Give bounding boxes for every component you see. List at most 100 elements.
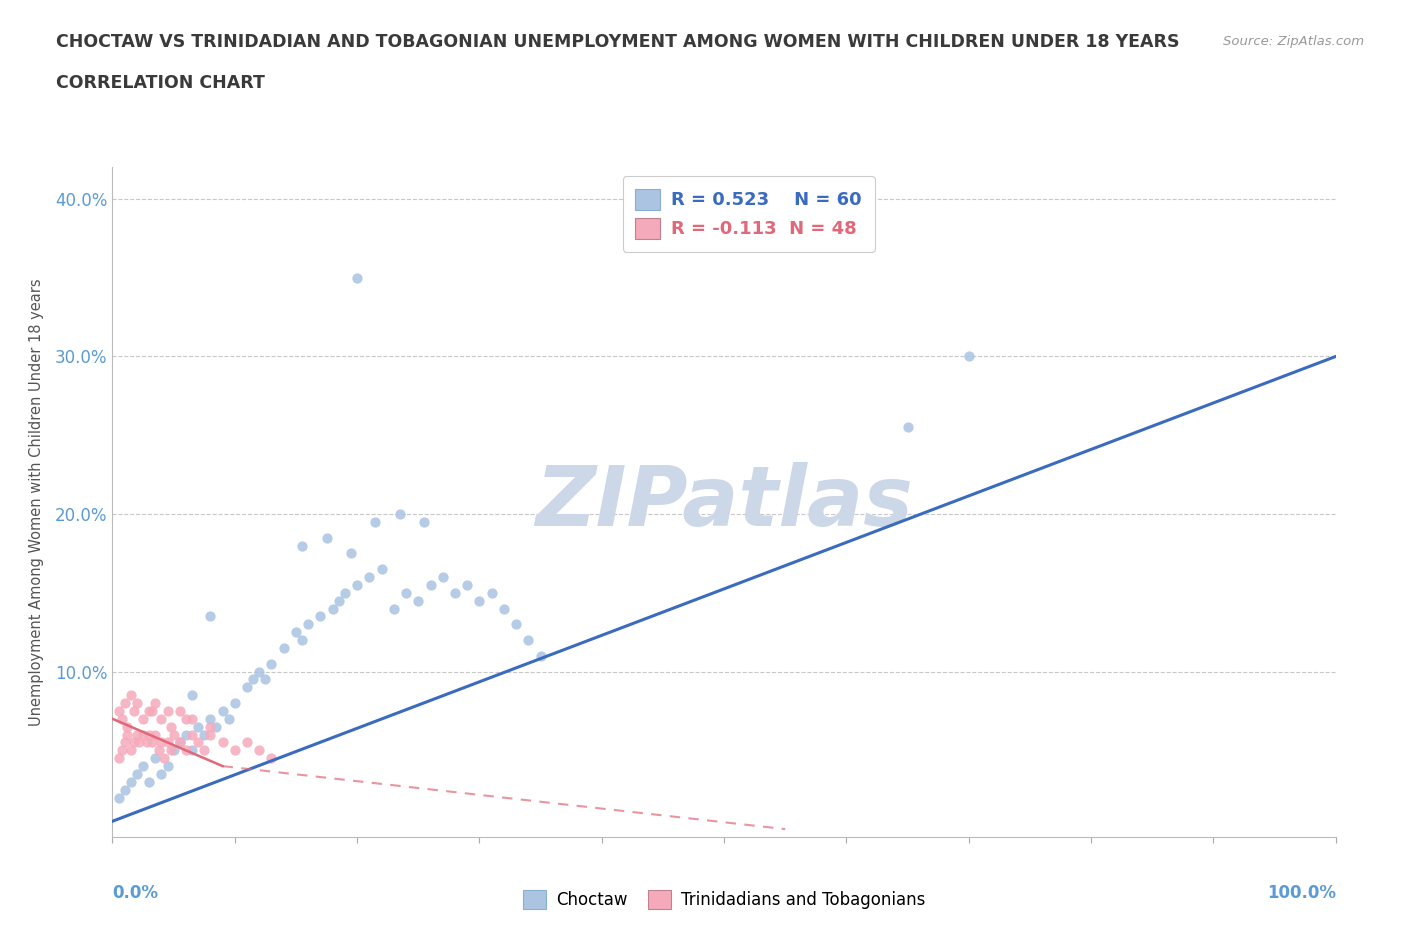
Point: [156, 759, 179, 774]
Point: [107, 751, 129, 765]
Point: [114, 782, 136, 797]
Point: [481, 585, 503, 600]
Point: [468, 593, 491, 608]
Point: [114, 696, 136, 711]
Point: [193, 727, 215, 742]
Point: [138, 703, 160, 718]
Point: [254, 672, 277, 687]
Point: [124, 735, 146, 750]
Point: [181, 727, 204, 742]
Point: [236, 735, 259, 750]
Point: [247, 664, 270, 679]
Point: [138, 727, 160, 742]
Point: [141, 735, 163, 750]
Text: 0.0%: 0.0%: [112, 884, 159, 902]
Point: [224, 743, 246, 758]
Point: [382, 601, 405, 616]
Point: [163, 727, 186, 742]
Point: [141, 703, 163, 718]
Point: [135, 735, 157, 750]
Point: [328, 593, 350, 608]
Point: [125, 727, 148, 742]
Point: [322, 601, 344, 616]
Point: [148, 743, 170, 758]
Point: [364, 514, 387, 529]
Point: [218, 711, 240, 726]
Point: [132, 759, 155, 774]
Point: [419, 578, 441, 592]
Point: [388, 507, 411, 522]
Point: [150, 766, 173, 781]
Point: [143, 751, 166, 765]
Point: [957, 349, 980, 364]
Point: [346, 271, 368, 286]
Point: [111, 743, 134, 758]
Point: [205, 719, 228, 734]
Point: [132, 711, 155, 726]
Point: [408, 593, 430, 608]
Point: [143, 696, 166, 711]
Point: [200, 719, 222, 734]
Point: [211, 735, 233, 750]
Point: [174, 711, 197, 726]
Point: [181, 711, 204, 726]
Point: [291, 538, 314, 553]
Point: [115, 719, 138, 734]
Point: [200, 727, 222, 742]
Point: [492, 601, 515, 616]
Point: [413, 514, 436, 529]
Text: CHOCTAW VS TRINIDADIAN AND TOBAGONIAN UNEMPLOYMENT AMONG WOMEN WITH CHILDREN UND: CHOCTAW VS TRINIDADIAN AND TOBAGONIAN UN…: [56, 33, 1180, 50]
Point: [432, 569, 454, 584]
Point: [107, 790, 129, 805]
Point: [160, 743, 183, 758]
Point: [181, 688, 204, 703]
Point: [315, 530, 337, 545]
Point: [143, 727, 166, 742]
Text: 100.0%: 100.0%: [1267, 884, 1336, 902]
Point: [111, 711, 134, 726]
Point: [260, 657, 283, 671]
Point: [517, 632, 540, 647]
Point: [444, 585, 467, 600]
Point: [132, 727, 155, 742]
Point: [211, 703, 233, 718]
Point: [181, 743, 204, 758]
Point: [114, 735, 136, 750]
Point: [529, 648, 551, 663]
Point: [163, 743, 186, 758]
Point: [124, 703, 146, 718]
Point: [193, 743, 215, 758]
Point: [297, 617, 319, 631]
Point: [138, 775, 160, 790]
Point: [395, 585, 418, 600]
Point: [169, 735, 191, 750]
Point: [156, 735, 179, 750]
Text: Source: ZipAtlas.com: Source: ZipAtlas.com: [1223, 35, 1364, 48]
Point: [120, 688, 142, 703]
Point: [284, 625, 308, 640]
Point: [125, 696, 148, 711]
Point: [187, 719, 209, 734]
Text: ZIPatlas: ZIPatlas: [536, 461, 912, 543]
Point: [346, 578, 368, 592]
Point: [333, 585, 356, 600]
Text: CORRELATION CHART: CORRELATION CHART: [56, 74, 266, 92]
Point: [174, 727, 197, 742]
Point: [174, 743, 197, 758]
Point: [120, 775, 142, 790]
Point: [242, 672, 264, 687]
Point: [309, 609, 332, 624]
Point: [169, 703, 191, 718]
Point: [260, 751, 283, 765]
Point: [153, 751, 176, 765]
Point: [187, 735, 209, 750]
Point: [169, 735, 191, 750]
Point: [120, 743, 142, 758]
Point: [150, 735, 173, 750]
Legend: Choctaw, Trinidadians and Tobagonians: Choctaw, Trinidadians and Tobagonians: [516, 884, 932, 916]
Point: [370, 562, 392, 577]
Point: [505, 617, 527, 631]
Point: [247, 743, 270, 758]
Point: [200, 711, 222, 726]
Point: [156, 703, 179, 718]
